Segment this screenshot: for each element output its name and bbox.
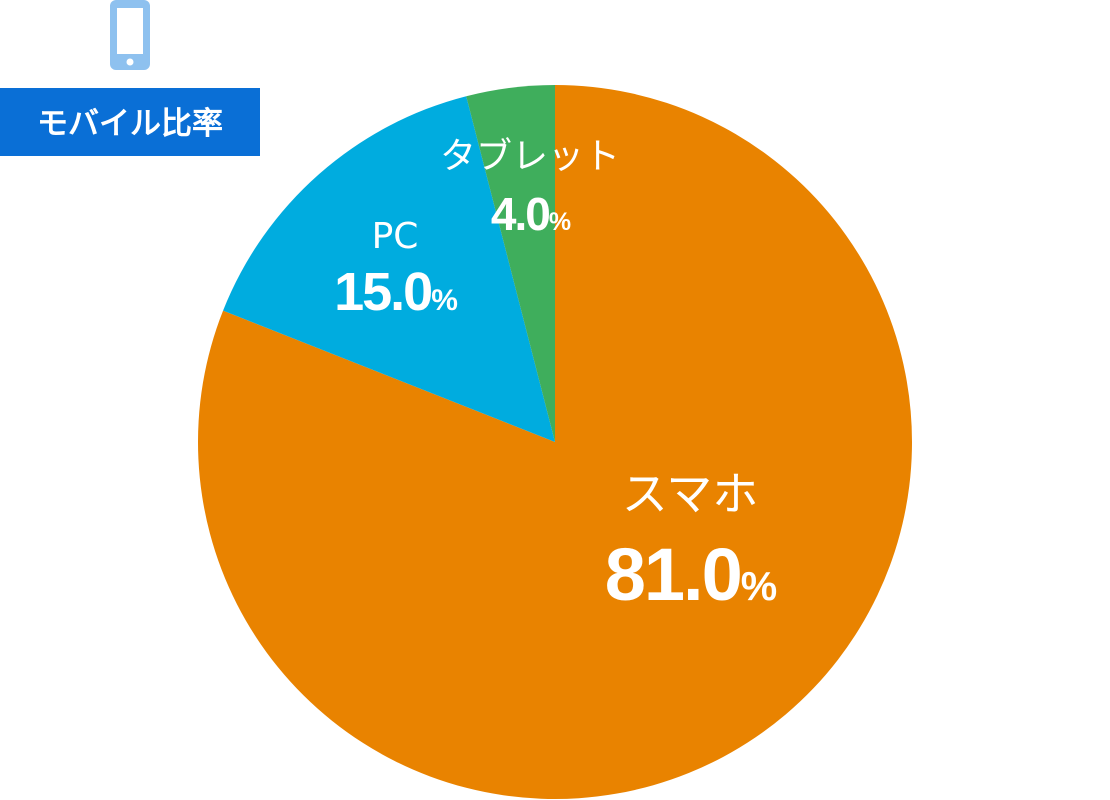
slice-label: タブレット <box>440 136 620 177</box>
phone-icon <box>110 0 150 70</box>
pie <box>197 85 912 799</box>
value-label: 4.0% <box>491 188 571 240</box>
slice-label: スマホ <box>622 467 759 521</box>
value-label: 81.0% <box>605 533 777 616</box>
pie-slice <box>223 96 555 442</box>
title-badge <box>0 88 260 156</box>
slice-label: PC <box>372 216 419 257</box>
chart-title: モバイル比率 <box>37 106 223 142</box>
value-label: 15.0% <box>334 262 457 322</box>
pie-slice <box>466 85 555 442</box>
